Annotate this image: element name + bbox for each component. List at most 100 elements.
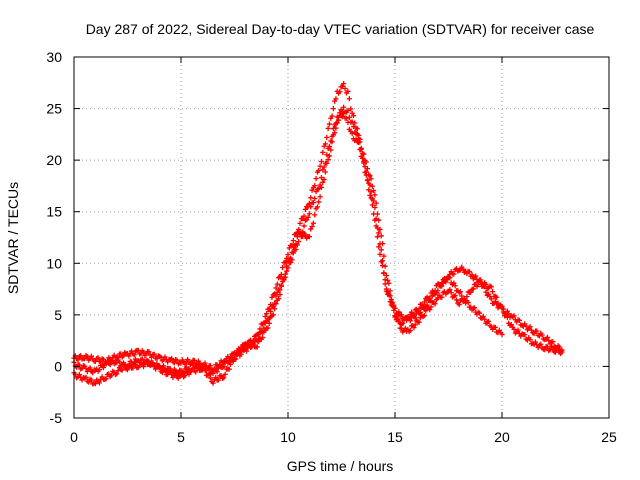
data-point <box>354 131 360 137</box>
data-point <box>432 287 438 294</box>
data-point <box>324 134 330 141</box>
data-point <box>282 259 288 265</box>
data-point <box>359 155 366 161</box>
data-point <box>325 157 331 163</box>
data-point <box>342 85 348 92</box>
data-point <box>339 83 345 89</box>
data-point <box>385 277 391 284</box>
data-point <box>320 179 326 185</box>
series-track-c <box>71 110 505 377</box>
data-point <box>398 312 405 318</box>
data-point <box>277 287 283 293</box>
data-point <box>309 187 315 193</box>
x-tick-label: 15 <box>387 429 403 445</box>
data-point <box>210 370 216 377</box>
data-point <box>320 167 326 173</box>
data-point <box>374 211 381 217</box>
data-point <box>290 238 296 244</box>
data-point <box>437 283 444 289</box>
data-point <box>412 315 418 321</box>
data-point <box>332 130 338 136</box>
data-point <box>226 358 232 364</box>
data-point <box>391 307 397 313</box>
data-point <box>400 320 406 327</box>
data-point <box>407 327 413 334</box>
data-point <box>381 253 387 259</box>
data-point <box>103 376 109 382</box>
data-point <box>210 380 216 386</box>
data-point <box>114 371 120 377</box>
data-point <box>173 368 179 374</box>
data-point <box>126 353 132 359</box>
data-point <box>459 293 465 299</box>
data-point <box>306 211 312 217</box>
x-tick-label: 5 <box>177 429 185 445</box>
data-point <box>457 267 464 273</box>
data-point <box>363 169 369 175</box>
x-tick-label: 0 <box>70 429 78 445</box>
data-point <box>483 289 489 295</box>
data-point <box>215 377 222 383</box>
data-point <box>354 126 360 132</box>
data-point <box>289 249 295 255</box>
data-point <box>282 271 288 277</box>
data-point <box>421 299 428 305</box>
data-point <box>255 339 262 345</box>
data-point <box>326 121 333 127</box>
data-point <box>250 341 256 347</box>
data-point <box>326 153 333 159</box>
data-point <box>346 114 352 120</box>
data-point <box>148 354 155 360</box>
data-point <box>506 311 512 317</box>
data-point <box>120 353 127 359</box>
data-point <box>197 365 203 372</box>
data-point <box>356 139 362 146</box>
data-point <box>416 306 422 312</box>
data-point <box>88 353 94 359</box>
data-point <box>116 359 123 365</box>
data-point <box>435 295 441 301</box>
axis-ticks: 0 5 10 15 20 25 -5 0 5 10 15 20 25 30 <box>46 49 617 445</box>
data-point <box>92 381 98 387</box>
data-point <box>385 288 391 295</box>
data-point <box>297 220 303 226</box>
data-point <box>147 362 153 369</box>
data-point <box>181 370 187 376</box>
data-point <box>213 374 219 381</box>
data-point <box>457 289 464 295</box>
data-point <box>96 367 103 373</box>
data-point <box>316 199 322 205</box>
data-point <box>222 371 228 377</box>
data-point <box>270 312 276 318</box>
data-point <box>243 342 250 349</box>
data-point <box>259 334 266 341</box>
data-point <box>494 301 500 307</box>
data-point <box>443 279 449 285</box>
x-tick-label: 25 <box>601 429 617 445</box>
data-point <box>396 317 402 323</box>
data-point <box>381 270 387 276</box>
data-point <box>143 359 149 365</box>
data-point <box>371 198 377 204</box>
data-point <box>136 363 143 369</box>
data-point <box>452 283 458 289</box>
data-point <box>254 344 260 350</box>
data-point <box>382 263 388 269</box>
data-point <box>349 130 355 137</box>
data-point <box>346 96 352 102</box>
data-point <box>394 313 401 319</box>
data-point <box>480 313 486 319</box>
data-point <box>330 106 336 112</box>
data-point <box>377 241 383 247</box>
data-point <box>369 202 375 208</box>
data-point <box>201 362 207 368</box>
plot-frame <box>73 56 610 419</box>
data-point <box>322 169 329 175</box>
data-point <box>243 348 250 354</box>
data-point <box>207 375 214 381</box>
data-point <box>527 336 533 343</box>
data-point <box>448 290 454 296</box>
data-point <box>207 363 214 369</box>
data-point <box>538 341 544 347</box>
data-point <box>154 356 160 362</box>
